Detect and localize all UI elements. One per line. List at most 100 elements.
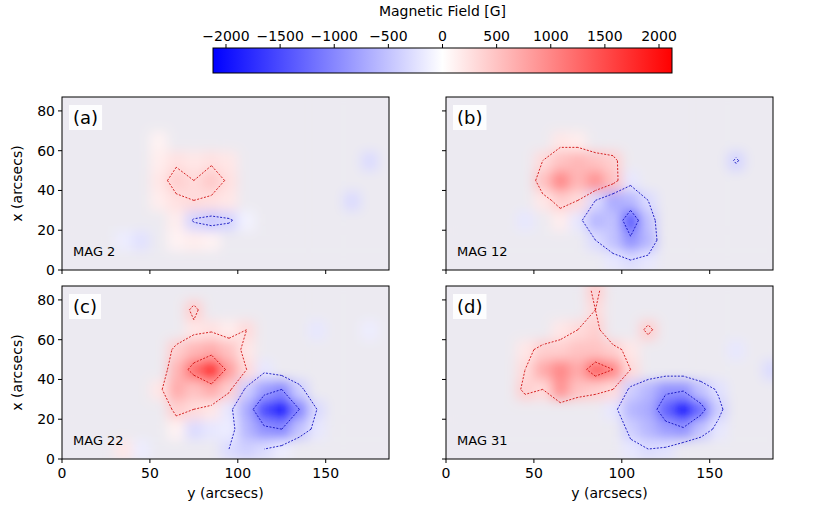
heatmap-cell	[308, 230, 326, 250]
heatmap-cell	[167, 210, 185, 230]
y-tick	[442, 459, 446, 460]
heatmap-cell	[604, 379, 622, 399]
heatmap-cell	[551, 131, 569, 151]
heatmap-cell	[150, 419, 168, 439]
heatmap-cell	[762, 190, 773, 210]
heatmap-cell	[291, 111, 309, 131]
heatmap-cell	[220, 286, 238, 301]
heatmap-cell	[569, 419, 587, 439]
heatmap-cell	[516, 439, 534, 459]
heatmap-cell	[62, 379, 80, 399]
heatmap-cell	[481, 379, 499, 399]
colorbar-tick	[442, 44, 443, 48]
heatmap-cell	[745, 250, 763, 270]
plot-background	[446, 97, 773, 270]
heatmap-cell	[115, 171, 133, 191]
heatmap-cell	[203, 439, 221, 459]
heatmap-cell	[167, 97, 185, 112]
heatmap-cell	[167, 131, 185, 151]
heatmap-cell	[516, 190, 534, 210]
panel-letter-background	[453, 294, 486, 319]
heatmap-cell	[657, 230, 675, 250]
heatmap-cell	[727, 111, 745, 131]
heatmap-cell	[622, 97, 640, 112]
heatmap-cell	[587, 439, 605, 459]
heatmap-cell	[657, 320, 675, 340]
heatmap-cell	[762, 230, 773, 250]
heatmap-cell	[343, 131, 361, 151]
heatmap-cell	[291, 439, 309, 459]
heatmap-cell	[534, 111, 552, 131]
heatmap-cell	[115, 131, 133, 151]
heatmap-cell	[150, 210, 168, 230]
heatmap-cell	[622, 190, 640, 210]
heatmap-cell	[692, 360, 710, 380]
heatmap-cell	[639, 379, 657, 399]
heatmap-cell	[516, 300, 534, 320]
heatmap-cell	[238, 379, 256, 399]
heatmap-cell	[203, 379, 221, 399]
heatmap-cell	[516, 210, 534, 230]
heatmap-cell	[273, 320, 291, 340]
heatmap-cell	[657, 360, 675, 380]
heatmap-cell	[569, 151, 587, 171]
heatmap-cell	[97, 151, 115, 171]
heatmap-cell	[150, 171, 168, 191]
x-tick	[62, 270, 63, 274]
heatmap-cell	[62, 399, 80, 419]
heatmap-cell	[622, 300, 640, 320]
contour	[560, 362, 613, 376]
heatmap-cell	[551, 97, 569, 112]
heatmap-cell	[464, 190, 482, 210]
heatmap-cell	[604, 360, 622, 380]
heatmap-cell	[622, 286, 640, 301]
heatmap-cell	[710, 340, 728, 360]
heatmap-cell	[516, 286, 534, 301]
heatmap-cell	[639, 111, 657, 131]
heatmap-cell	[604, 131, 622, 151]
heatmap-cell	[343, 250, 361, 270]
heatmap-cell	[727, 97, 745, 112]
heatmap-cell	[569, 97, 587, 112]
heatmap-cell	[185, 320, 203, 340]
heatmap-cell	[273, 97, 291, 112]
heatmap-cell	[534, 360, 552, 380]
heatmap-cell	[273, 171, 291, 191]
heatmap-cell	[62, 210, 80, 230]
heatmap-cell	[361, 190, 379, 210]
heatmap-cell	[378, 131, 389, 151]
heatmap-cell	[745, 360, 763, 380]
heatmap-cell	[499, 340, 517, 360]
heatmap-cell	[62, 190, 80, 210]
heatmap-cell	[639, 340, 657, 360]
heatmap-cell	[516, 151, 534, 171]
heatmap-cell	[727, 300, 745, 320]
heatmap-cell	[343, 286, 361, 301]
heatmap-cell	[710, 360, 728, 380]
y-tick-label: 40	[37, 371, 55, 387]
heatmap-cell	[692, 190, 710, 210]
panel-letter: (a)	[73, 107, 98, 128]
heatmap-cell	[308, 399, 326, 419]
heatmap-cell	[80, 131, 98, 151]
heatmap-cell	[132, 320, 150, 340]
heatmap-cell	[150, 439, 168, 459]
heatmap-cell	[675, 379, 693, 399]
heatmap-cell	[604, 340, 622, 360]
heatmap-cell	[587, 340, 605, 360]
heatmap-cell	[273, 131, 291, 151]
colorbar-tick-label: −500	[369, 28, 407, 44]
y-tick-label: 0	[46, 451, 55, 467]
heatmap-cell	[745, 230, 763, 250]
heatmap-cell	[692, 131, 710, 151]
heatmap-cell	[692, 439, 710, 459]
heatmap-cell	[132, 300, 150, 320]
plot-area	[62, 97, 389, 270]
heatmap-cell	[291, 320, 309, 340]
heatmap-cell	[308, 360, 326, 380]
contour	[617, 376, 722, 449]
heatmap-cell	[446, 171, 464, 191]
x-tick	[709, 270, 710, 274]
heatmap-cell	[534, 300, 552, 320]
heatmap-cell	[622, 439, 640, 459]
